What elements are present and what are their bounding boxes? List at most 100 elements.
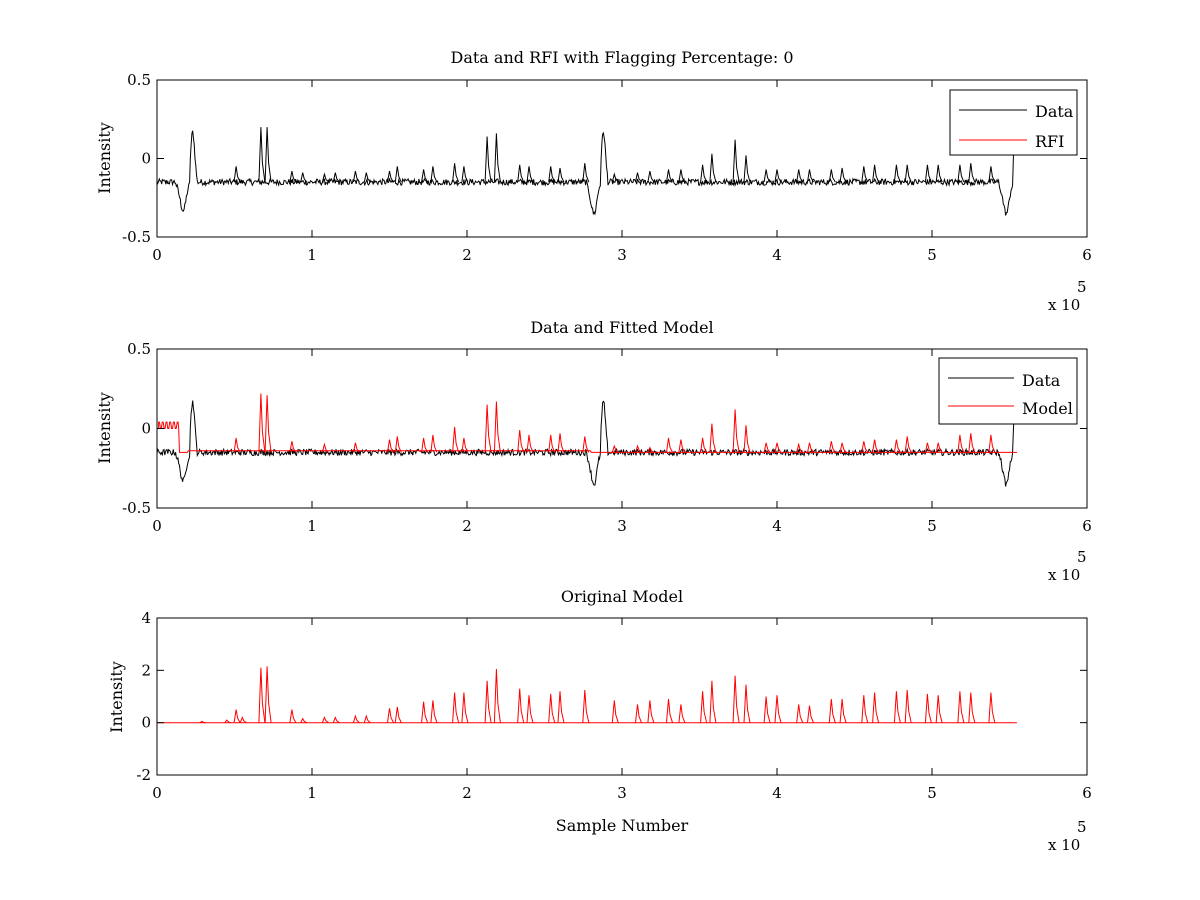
spike-mark xyxy=(421,437,429,453)
spike-mark xyxy=(872,692,880,723)
spike-mark xyxy=(839,167,847,183)
spike-mark xyxy=(635,172,642,183)
spike-mark xyxy=(904,689,912,723)
series-layer xyxy=(156,127,1018,216)
spike-mark xyxy=(224,719,231,724)
x-tick-label: 3 xyxy=(617,246,627,264)
x-tick-label: 2 xyxy=(462,517,472,535)
spike-mark xyxy=(796,704,804,723)
data-line xyxy=(156,400,1018,487)
legend-label-model: Model xyxy=(1022,399,1073,418)
spike-mark xyxy=(557,433,565,453)
x-multiplier-exponent: 5 xyxy=(1077,548,1087,566)
spike-mark xyxy=(582,689,590,723)
spike-mark xyxy=(582,436,590,453)
spike-mark xyxy=(611,444,619,453)
spike-mark xyxy=(394,436,402,453)
spike-mark xyxy=(289,709,297,723)
x-multiplier: x 10 xyxy=(1048,296,1080,314)
spike-mark xyxy=(461,437,469,453)
spike-mark xyxy=(678,439,686,453)
spike-mark xyxy=(968,692,976,723)
spike-mark xyxy=(935,442,943,453)
y-tick-label: 0 xyxy=(141,420,151,438)
spike-mark xyxy=(957,434,965,453)
spike-mark xyxy=(872,164,880,183)
axes-box xyxy=(156,79,1088,238)
spike-mark xyxy=(935,164,943,183)
chart-title: Data and RFI with Flagging Percentage: 0 xyxy=(450,48,793,67)
x-tick-label: 4 xyxy=(772,517,782,535)
x-tick-label: 0 xyxy=(152,784,162,802)
legend-label-data: Data xyxy=(1035,102,1074,121)
spike-mark xyxy=(332,172,340,183)
y-axis-label: Intensity xyxy=(95,392,114,464)
spike-mark xyxy=(807,705,814,723)
spike-mark xyxy=(321,172,329,183)
spike-mark xyxy=(493,401,501,453)
spike-mark xyxy=(988,434,996,453)
spike-mark xyxy=(264,127,272,183)
spike-mark xyxy=(239,716,247,724)
spike-mark xyxy=(700,691,708,723)
spike-mark xyxy=(666,169,673,183)
spike-mark xyxy=(526,166,534,183)
spike-mark xyxy=(732,139,740,183)
legend-label-rfi: RFI xyxy=(1035,132,1064,151)
spike-mark xyxy=(828,441,836,453)
spike-mark xyxy=(233,166,241,183)
x-multiplier: x 10 xyxy=(1048,836,1080,854)
x-tick-label: 1 xyxy=(307,517,317,535)
spike-mark xyxy=(635,444,642,453)
spike-mark xyxy=(774,442,782,453)
spike-mark xyxy=(647,446,655,453)
spike-mark xyxy=(363,714,371,724)
spike-mark xyxy=(807,169,814,183)
spike-mark xyxy=(774,169,782,183)
spike-mark xyxy=(709,423,717,453)
spike-mark xyxy=(352,442,360,453)
spike-mark xyxy=(968,163,976,183)
spike-mark xyxy=(904,164,912,183)
spike-mark xyxy=(452,692,460,723)
spike-mark xyxy=(924,164,932,183)
series-data xyxy=(156,127,1018,216)
x-tick-label: 6 xyxy=(1082,246,1092,264)
spike-mark xyxy=(430,166,438,183)
spike-mark xyxy=(557,167,565,183)
series-data xyxy=(156,400,1018,487)
spike-mark xyxy=(363,172,371,183)
spike-mark xyxy=(582,163,590,183)
x-tick-label: 5 xyxy=(927,517,937,535)
spike-mark xyxy=(732,409,740,453)
spike-mark xyxy=(452,163,460,183)
spike-mark xyxy=(526,434,534,453)
y-tick-label: -0.5 xyxy=(122,228,151,246)
spike-mark xyxy=(872,439,880,453)
spike-mark xyxy=(258,393,266,453)
series-layer xyxy=(157,666,1017,724)
spike-mark xyxy=(421,169,429,183)
spike-mark xyxy=(517,164,525,183)
spike-mark xyxy=(893,439,901,453)
spike-mark xyxy=(387,170,394,183)
spike-mark xyxy=(647,700,655,723)
spike-mark xyxy=(988,166,996,183)
x-tick-label: 0 xyxy=(152,517,162,535)
spike-mark xyxy=(743,425,751,453)
spike-mark xyxy=(517,688,525,723)
x-multiplier-exponent: 5 xyxy=(1077,818,1087,836)
chart-title: Original Model xyxy=(561,587,683,606)
spike-mark xyxy=(839,442,847,453)
spike-mark xyxy=(796,169,804,183)
spike-mark xyxy=(611,700,619,723)
y-tick-label: 2 xyxy=(141,661,151,679)
spike-mark xyxy=(233,709,241,723)
x-multiplier-exponent: 5 xyxy=(1077,278,1087,296)
spike-mark xyxy=(394,166,402,183)
y-tick-label: -2 xyxy=(136,766,151,784)
legend-box xyxy=(949,89,1078,156)
chart-title: Data and Fitted Model xyxy=(530,318,713,337)
